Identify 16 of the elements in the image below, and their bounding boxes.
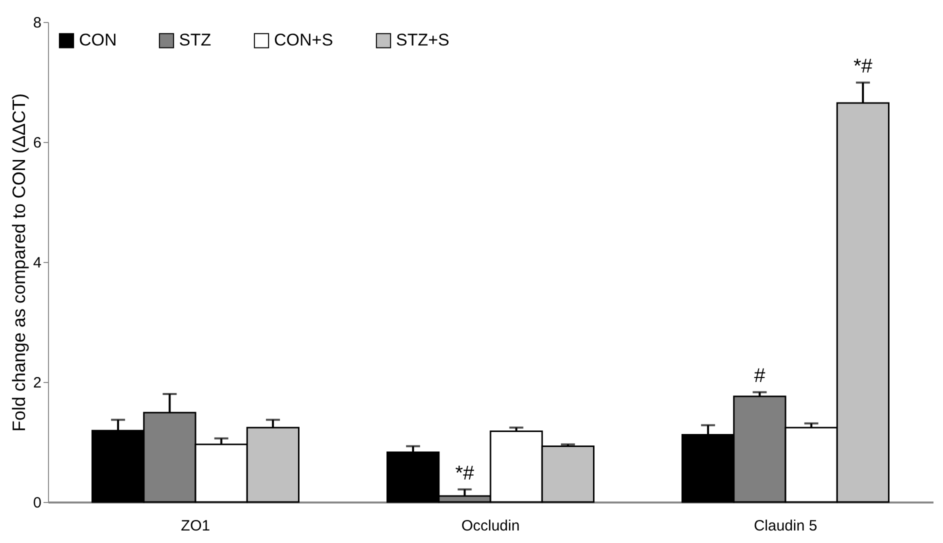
annotation: # — [754, 365, 766, 388]
y-tick-label: 8 — [33, 14, 42, 32]
y-tick-label: 4 — [33, 254, 42, 272]
annotation: *# — [853, 56, 874, 78]
x-tick-label: Occludin — [461, 518, 520, 534]
legend-label: STZ — [179, 30, 212, 50]
legend-label: CON+S — [274, 30, 334, 50]
annotation: *# — [455, 462, 476, 484]
y-axis-title: Fold change as compared to CON (ΔΔCT) — [9, 93, 30, 432]
x-tick-label: Claudin 5 — [754, 518, 818, 534]
y-tick-label: 2 — [33, 374, 42, 392]
y-tick-label: 0 — [33, 494, 42, 512]
y-tick-label: 6 — [33, 134, 42, 152]
x-tick-label: ZO1 — [180, 518, 210, 534]
legend-label: STZ+S — [396, 30, 450, 50]
legend-label: CON — [79, 30, 117, 50]
